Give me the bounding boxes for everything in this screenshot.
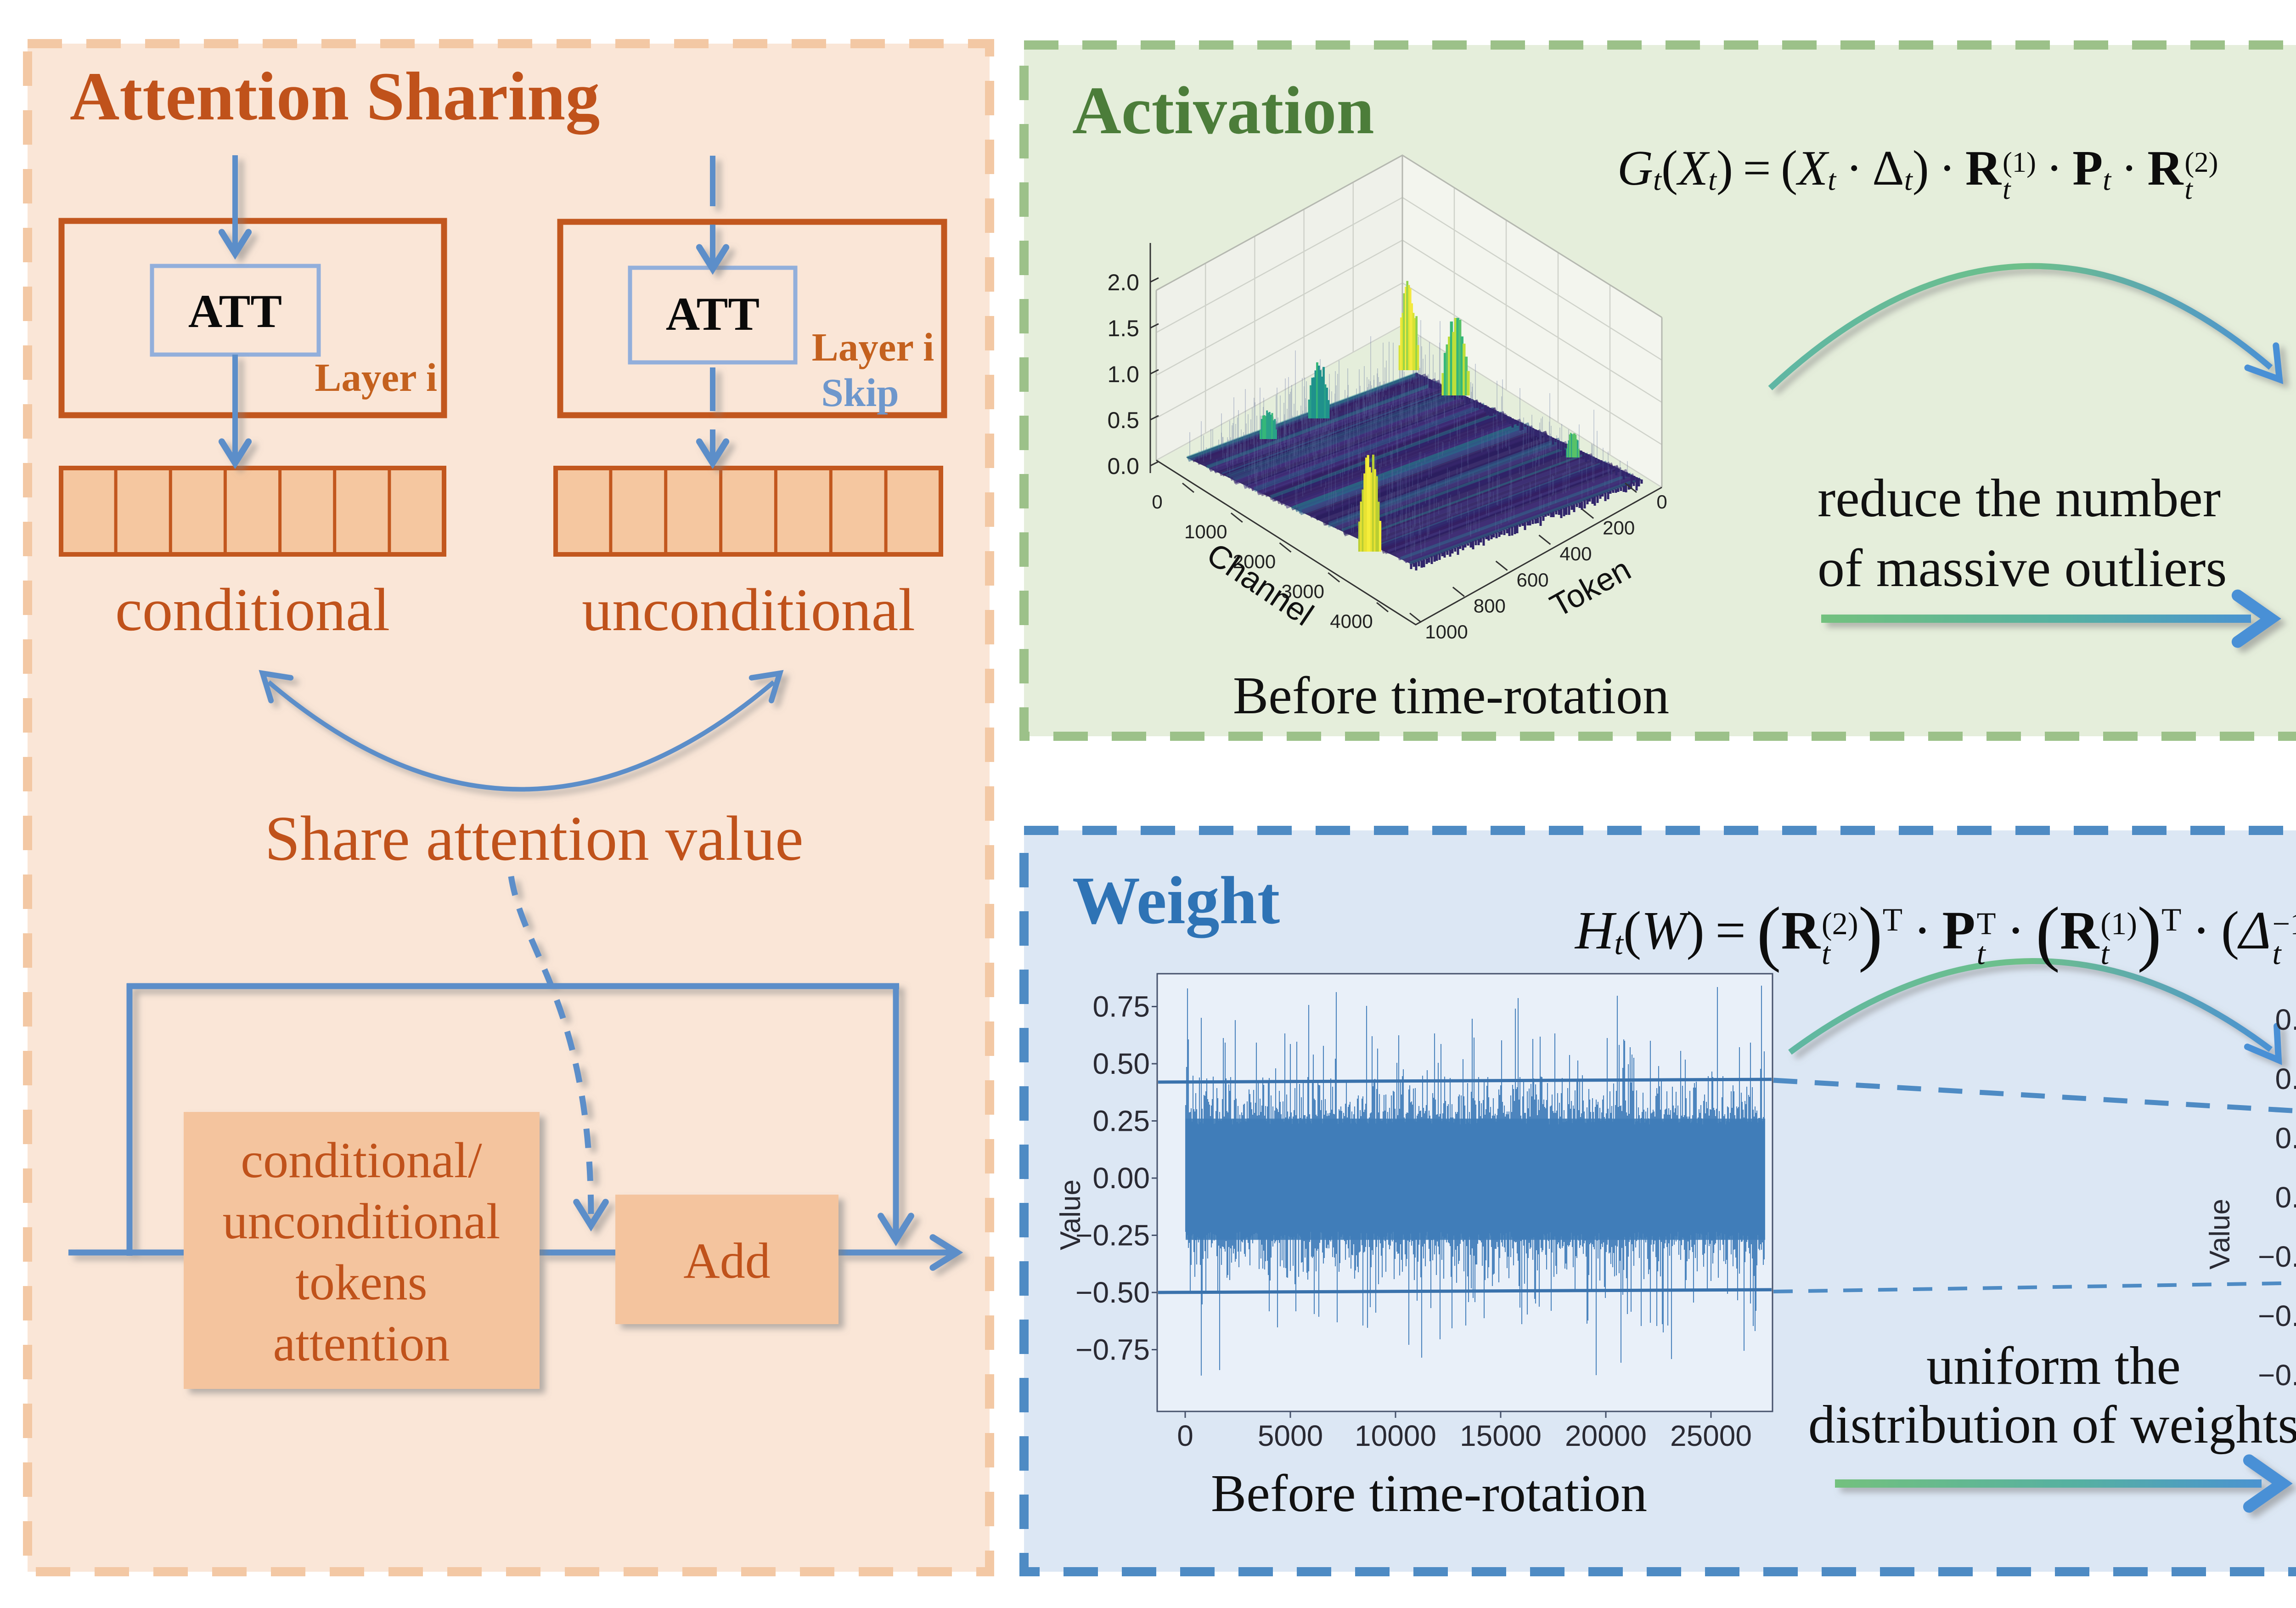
svg-text:0.50: 0.50 xyxy=(2275,1062,2296,1095)
svg-text:ATT: ATT xyxy=(188,285,282,338)
svg-text:unconditional: unconditional xyxy=(582,576,915,643)
svg-text:Attention Sharing: Attention Sharing xyxy=(70,58,600,135)
svg-text:uniform the: uniform the xyxy=(1926,1336,2181,1396)
svg-text:Value: Value xyxy=(2204,1199,2236,1269)
svg-text:3000: 3000 xyxy=(1282,581,1324,602)
svg-text:reduce the number: reduce the number xyxy=(1818,468,2221,528)
svg-text:conditional/: conditional/ xyxy=(241,1132,482,1188)
svg-text:−0.25: −0.25 xyxy=(2258,1240,2296,1273)
svg-text:−0.50: −0.50 xyxy=(1075,1276,1150,1309)
svg-text:200: 200 xyxy=(1603,517,1635,539)
svg-text:ATT: ATT xyxy=(666,288,760,340)
svg-text:15000: 15000 xyxy=(1460,1419,1542,1452)
svg-text:Layer i: Layer i xyxy=(315,355,437,400)
svg-text:Value: Value xyxy=(1055,1179,1086,1250)
svg-text:0.0: 0.0 xyxy=(1107,453,1139,479)
svg-text:0: 0 xyxy=(1177,1419,1193,1452)
svg-text:0: 0 xyxy=(1656,491,1667,513)
svg-text:0.00: 0.00 xyxy=(1092,1162,1150,1195)
svg-text:−0.25: −0.25 xyxy=(1075,1219,1150,1252)
svg-text:600: 600 xyxy=(1517,569,1549,591)
svg-text:unconditional: unconditional xyxy=(223,1193,501,1249)
svg-text:1000: 1000 xyxy=(1184,521,1227,542)
svg-text:2000: 2000 xyxy=(1233,551,1276,572)
svg-text:Share attention value: Share attention value xyxy=(264,803,803,874)
svg-text:of massive outliers: of massive outliers xyxy=(1818,538,2227,598)
svg-text:0.50: 0.50 xyxy=(1092,1047,1150,1080)
svg-text:0.00: 0.00 xyxy=(2275,1181,2296,1214)
svg-text:2.0: 2.0 xyxy=(1107,270,1139,295)
svg-text:0.25: 0.25 xyxy=(1092,1105,1150,1138)
svg-text:25000: 25000 xyxy=(1670,1419,1752,1452)
svg-text:Weight: Weight xyxy=(1072,863,1280,938)
svg-text:Before time-rotation: Before time-rotation xyxy=(1233,666,1669,725)
svg-text:0.25: 0.25 xyxy=(2275,1122,2296,1155)
svg-text:conditional: conditional xyxy=(115,575,390,643)
svg-text:20000: 20000 xyxy=(1565,1419,1647,1452)
svg-text:0.5: 0.5 xyxy=(1107,407,1139,433)
svg-text:Activation: Activation xyxy=(1072,73,1374,148)
svg-text:5000: 5000 xyxy=(1258,1419,1323,1452)
svg-text:attention: attention xyxy=(273,1315,450,1371)
svg-text:0: 0 xyxy=(1152,491,1162,513)
svg-text:tokens: tokens xyxy=(295,1254,427,1310)
svg-text:1000: 1000 xyxy=(1425,621,1468,643)
svg-text:−0.50: −0.50 xyxy=(2258,1299,2296,1332)
svg-text:0.75: 0.75 xyxy=(2275,1003,2296,1036)
svg-text:0.75: 0.75 xyxy=(1092,990,1150,1023)
svg-text:10000: 10000 xyxy=(1355,1419,1436,1452)
svg-text:1.0: 1.0 xyxy=(1107,361,1139,387)
svg-text:Skip: Skip xyxy=(821,370,899,415)
svg-text:−0.75: −0.75 xyxy=(2258,1359,2296,1392)
svg-text:Add: Add xyxy=(683,1233,770,1289)
svg-text:400: 400 xyxy=(1559,543,1592,564)
svg-text:Before time-rotation: Before time-rotation xyxy=(1211,1464,1647,1523)
svg-text:−0.75: −0.75 xyxy=(1075,1333,1150,1366)
svg-text:1.5: 1.5 xyxy=(1107,316,1139,341)
svg-text:Layer i: Layer i xyxy=(812,325,934,369)
svg-text:distribution of weights: distribution of weights xyxy=(1808,1394,2296,1455)
svg-text:4000: 4000 xyxy=(1330,610,1373,632)
svg-text:800: 800 xyxy=(1474,595,1506,616)
